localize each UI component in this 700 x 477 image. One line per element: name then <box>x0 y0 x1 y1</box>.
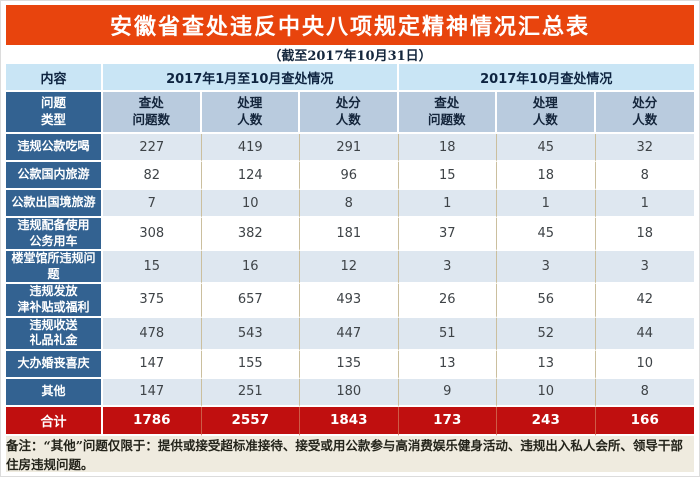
value-cell: 96 <box>300 162 399 190</box>
table-row: 违规收送 礼品礼金 478 543 447 51 52 44 <box>6 317 694 351</box>
value-cell: 493 <box>300 284 399 318</box>
row-label: 违规发放 津补贴或福利 <box>6 284 103 318</box>
row-label: 违规收送 礼品礼金 <box>6 317 103 351</box>
value-cell: 44 <box>595 317 694 351</box>
value-cell: 291 <box>300 134 399 162</box>
total-value-cell: 166 <box>595 406 694 436</box>
violations-summary-table: 内容 2017年1月至10月查处情况 2017年10月查处情况 问题 类型 查处… <box>6 64 694 436</box>
table-row: 其他 147 251 180 9 10 8 <box>6 378 694 407</box>
period-jan-oct-header: 2017年1月至10月查处情况 <box>103 64 399 92</box>
table-row: 楼堂馆所违规问题 15 16 12 3 3 3 <box>6 251 694 285</box>
value-cell: 181 <box>300 218 399 252</box>
value-cell: 13 <box>497 350 596 379</box>
value-cell: 382 <box>201 218 300 252</box>
value-cell: 18 <box>497 162 596 190</box>
table-row: 违规配备使用 公务用车 308 382 181 37 45 18 <box>6 218 694 252</box>
total-row: 合计 1786 2557 1843 173 243 166 <box>6 406 694 436</box>
value-cell: 3 <box>497 251 596 285</box>
table-row: 公款出国境旅游 7 10 8 1 1 1 <box>6 190 694 218</box>
total-label: 合计 <box>6 406 103 436</box>
value-cell: 56 <box>497 284 596 318</box>
metric-header-cell: 处分 人数 <box>300 92 399 134</box>
value-cell: 147 <box>103 350 202 379</box>
metric-header-cell: 查处 问题数 <box>398 92 497 134</box>
value-cell: 18 <box>595 218 694 252</box>
value-cell: 37 <box>398 218 497 252</box>
value-cell: 135 <box>300 350 399 379</box>
value-cell: 3 <box>398 251 497 285</box>
value-cell: 308 <box>103 218 202 252</box>
total-value-cell: 2557 <box>201 406 300 436</box>
value-cell: 82 <box>103 162 202 190</box>
value-cell: 18 <box>398 134 497 162</box>
table-row: 大办婚丧喜庆 147 155 135 13 13 10 <box>6 350 694 379</box>
metric-header-row: 问题 类型 查处 问题数 处理 人数 处分 人数 查处 问题数 处理 人数 处分 人数 <box>6 92 694 134</box>
value-cell: 543 <box>201 317 300 351</box>
page-title: 安徽省查处违反中央八项规定精神情况汇总表 <box>6 5 694 45</box>
row-label: 公款国内旅游 <box>6 162 103 190</box>
value-cell: 375 <box>103 284 202 318</box>
row-label: 楼堂馆所违规问题 <box>6 251 103 285</box>
row-label: 大办婚丧喜庆 <box>6 350 103 379</box>
value-cell: 1 <box>398 190 497 218</box>
value-cell: 16 <box>201 251 300 285</box>
table-row: 违规公款吃喝 227 419 291 18 45 32 <box>6 134 694 162</box>
value-cell: 26 <box>398 284 497 318</box>
value-cell: 32 <box>595 134 694 162</box>
value-cell: 8 <box>595 378 694 407</box>
value-cell: 447 <box>300 317 399 351</box>
value-cell: 9 <box>398 378 497 407</box>
value-cell: 657 <box>201 284 300 318</box>
metric-header-cell: 处分 人数 <box>595 92 694 134</box>
value-cell: 1 <box>595 190 694 218</box>
table-row: 公款国内旅游 82 124 96 15 18 8 <box>6 162 694 190</box>
value-cell: 478 <box>103 317 202 351</box>
value-cell: 227 <box>103 134 202 162</box>
value-cell: 45 <box>497 218 596 252</box>
value-cell: 52 <box>497 317 596 351</box>
metric-header-cell: 处理 人数 <box>201 92 300 134</box>
value-cell: 251 <box>201 378 300 407</box>
value-cell: 8 <box>300 190 399 218</box>
problem-type-header: 问题 类型 <box>6 92 103 134</box>
value-cell: 13 <box>398 350 497 379</box>
value-cell: 8 <box>595 162 694 190</box>
value-cell: 147 <box>103 378 202 407</box>
value-cell: 155 <box>201 350 300 379</box>
as-of-date-subtitle: （截至2017年10月31日） <box>6 45 694 64</box>
value-cell: 180 <box>300 378 399 407</box>
period-header-row: 内容 2017年1月至10月查处情况 2017年10月查处情况 <box>6 64 694 92</box>
value-cell: 51 <box>398 317 497 351</box>
value-cell: 1 <box>497 190 596 218</box>
row-label: 违规公款吃喝 <box>6 134 103 162</box>
total-value-cell: 243 <box>497 406 596 436</box>
value-cell: 419 <box>201 134 300 162</box>
value-cell: 124 <box>201 162 300 190</box>
row-label: 违规配备使用 公务用车 <box>6 218 103 252</box>
metric-header-cell: 处理 人数 <box>497 92 596 134</box>
total-value-cell: 1843 <box>300 406 399 436</box>
metric-header-cell: 查处 问题数 <box>103 92 202 134</box>
table-row: 违规发放 津补贴或福利 375 657 493 26 56 42 <box>6 284 694 318</box>
total-value-cell: 173 <box>398 406 497 436</box>
value-cell: 10 <box>595 350 694 379</box>
content-header-cell: 内容 <box>6 64 103 92</box>
value-cell: 10 <box>201 190 300 218</box>
row-label: 公款出国境旅游 <box>6 190 103 218</box>
value-cell: 12 <box>300 251 399 285</box>
footnote: 备注：“其他”问题仅限于：提供或接受超标准接待、接受或用公款参与高消费娱乐健身活… <box>6 435 694 472</box>
value-cell: 7 <box>103 190 202 218</box>
value-cell: 15 <box>103 251 202 285</box>
total-value-cell: 1786 <box>103 406 202 436</box>
row-label: 其他 <box>6 378 103 407</box>
value-cell: 45 <box>497 134 596 162</box>
value-cell: 10 <box>497 378 596 407</box>
value-cell: 15 <box>398 162 497 190</box>
value-cell: 3 <box>595 251 694 285</box>
value-cell: 42 <box>595 284 694 318</box>
period-oct-header: 2017年10月查处情况 <box>398 64 694 92</box>
